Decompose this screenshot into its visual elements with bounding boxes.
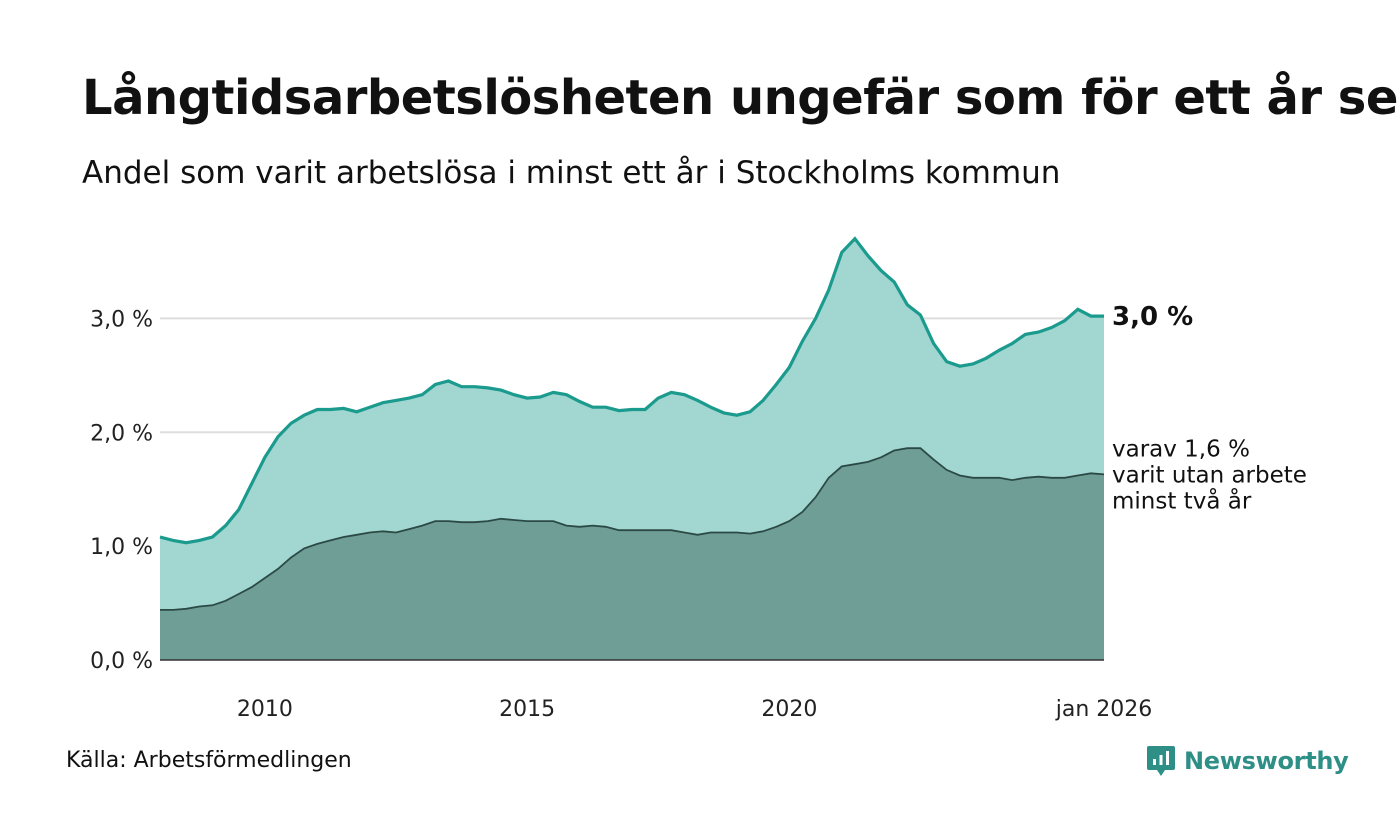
y-tick-label: 1,0 % (90, 535, 153, 560)
annotation-long-line-2: varit utan arbete (1112, 462, 1307, 488)
y-tick-label: 3,0 % (90, 307, 153, 332)
brand-name: Newsworthy (1184, 747, 1349, 775)
line-total-long-term-unemployed (159, 236, 1104, 545)
annotations: 3,0 % varav 1,6 % varit utan arbete mins… (1112, 302, 1307, 514)
x-axis: 2010 2015 2020 jan 2026 (237, 697, 1152, 722)
newsworthy-logo-icon (1147, 746, 1175, 776)
newsworthy-brand[interactable]: Newsworthy (1146, 744, 1349, 778)
x-tick-label: 2015 (499, 697, 555, 722)
annotation-long-line-3: minst två år (1112, 486, 1252, 514)
area-layer (159, 236, 1105, 661)
y-tick-label: 2,0 % (90, 421, 153, 446)
area-long-term-two-years (160, 448, 1104, 660)
x-tick-label: jan 2026 (1055, 697, 1153, 722)
x-tick-label: 2010 (237, 697, 293, 722)
x-tick-label: 2020 (761, 697, 817, 722)
annotation-long-line-1: varav 1,6 % (1112, 436, 1250, 462)
page-title: Långtidsarbetslösheten ungefär som för e… (82, 70, 1400, 126)
source-label: Källa: Arbetsförmedlingen (66, 748, 352, 773)
page-subtitle: Andel som varit arbetslösa i minst ett å… (82, 155, 1061, 191)
line-long-term-two-years (160, 447, 1105, 611)
y-axis: 0,0 % 1,0 % 2,0 % 3,0 % (90, 307, 153, 674)
chart: 0,0 % 1,0 % 2,0 % 3,0 % 2010 2015 2020 jan 202… (90, 236, 1307, 722)
y-tick-label: 0,0 % (90, 649, 153, 674)
annotation-total-end-value: 3,0 % (1112, 302, 1193, 332)
